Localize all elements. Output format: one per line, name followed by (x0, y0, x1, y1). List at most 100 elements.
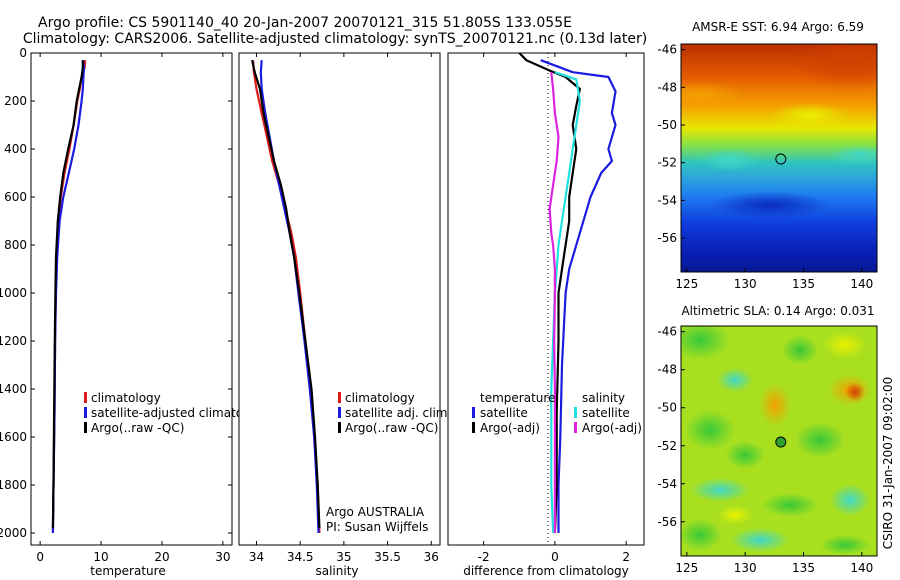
lon-tick-label: 125 (675, 561, 698, 575)
temperature-xlabel: temperature (90, 564, 165, 578)
legend-label: satellite adj. clim. (345, 406, 451, 420)
lat-tick-label: -50 (657, 401, 677, 415)
difference-xlabel: difference from climatology (463, 564, 629, 578)
legend-swatch-red (338, 392, 341, 403)
salinity-axis-ticks: 34 34.5 35 35.5 36 (249, 53, 439, 564)
y-tick-label: 1800 (0, 478, 27, 492)
sla-map-title: Altimetric SLA: 0.14 Argo: 0.031 (681, 304, 874, 318)
lon-tick-label: 140 (850, 277, 873, 291)
y-tick-label: 200 (4, 94, 27, 108)
series-line-temperature-satellite (540, 59, 617, 533)
argo-annotation-line2: PI: Susan Wijffels (326, 520, 428, 534)
sla-map-frame (680, 325, 878, 557)
legend-swatch-blue (472, 407, 475, 418)
series-line-salinity-satellite (550, 71, 582, 534)
legend-group-title-temperature: temperature (480, 391, 555, 405)
lat-tick-label: -56 (657, 231, 677, 245)
y-tick-label: 400 (4, 142, 27, 156)
y-tick-label: 1000 (0, 286, 27, 300)
series-line-salinity-argo-adj- (548, 72, 560, 533)
legend-label: Argo(..raw -QC) (91, 421, 184, 435)
legend-label: satellite-adjusted climatology (91, 406, 269, 420)
salinity-xlabel: salinity (315, 564, 358, 578)
csiro-timestamp: CSIRO 31-Jan-2007 09:02:00 (881, 377, 895, 549)
lon-tick-label: 135 (792, 561, 815, 575)
x-tick-label: 36 (424, 550, 439, 564)
lat-tick-label: -50 (657, 118, 677, 132)
difference-axes-frame (447, 52, 645, 546)
lat-tick-label: -46 (657, 43, 677, 57)
salinity-legend: climatology satellite adj. clim. Argo(..… (338, 391, 451, 435)
legend-swatch-magenta (574, 422, 577, 433)
y-tick-label: 1400 (0, 382, 27, 396)
lat-tick-label: -46 (657, 325, 677, 339)
x-tick-label: 35 (336, 550, 351, 564)
salinity-panel: 34 34.5 35 35.5 36 salinity climatology sate… (238, 52, 451, 578)
x-tick-label: 10 (93, 550, 108, 564)
x-tick-label: 0 (36, 550, 44, 564)
difference-series (518, 52, 617, 534)
legend-label: Argo(-adj) (480, 421, 540, 435)
x-tick-label: 20 (154, 550, 169, 564)
sst-map-panel: AMSR-E SST: 6.94 Argo: 6.59 125 130 135 140… (657, 20, 878, 291)
y-tick-label: 0 (19, 46, 27, 60)
salinity-series (251, 59, 321, 534)
difference-legend: temperature satellite Argo(-adj) salinit… (472, 391, 642, 435)
x-tick-label: -2 (478, 550, 490, 564)
lat-tick-label: -54 (657, 193, 677, 207)
temperature-series (51, 60, 87, 534)
sst-map-title: AMSR-E SST: 6.94 Argo: 6.59 (692, 20, 864, 34)
x-tick-label: 0 (551, 550, 559, 564)
sla-heatmap-field (681, 326, 877, 556)
y-tick-label: 1600 (0, 430, 27, 444)
legend-swatch-black (84, 422, 87, 433)
legend-label: climatology (91, 391, 161, 405)
difference-axis-ticks: -2 0 2 (478, 53, 630, 564)
legend-label: satellite (582, 406, 630, 420)
x-tick-label: 34.5 (287, 550, 314, 564)
temperature-axes-frame (30, 52, 233, 546)
legend-label: satellite (480, 406, 528, 420)
series-line-argo-raw-qc- (251, 59, 321, 529)
sla-map-axis-ticks: 125 130 135 140 -46 -48 -50 -52 -54 -56 (657, 325, 873, 575)
argo-annotation-line1: Argo AUSTRALIA (326, 505, 425, 519)
y-tick-label: 800 (4, 238, 27, 252)
lat-tick-label: -52 (657, 439, 677, 453)
x-tick-label: 2 (622, 550, 630, 564)
legend-swatch-black (338, 422, 341, 433)
lon-tick-label: 130 (734, 561, 757, 575)
series-line-argo-raw-qc- (51, 60, 84, 529)
legend-swatch-cyan (574, 407, 577, 418)
temperature-legend: climatology satellite-adjusted climatolo… (84, 391, 269, 435)
lon-tick-label: 135 (792, 277, 815, 291)
x-tick-label: 30 (215, 550, 230, 564)
salinity-axes-frame (238, 52, 441, 546)
argo-position-marker (775, 153, 787, 165)
legend-group-title-salinity: salinity (582, 391, 625, 405)
lon-tick-label: 130 (734, 277, 757, 291)
sst-map-frame (680, 43, 878, 273)
y-tick-label: 600 (4, 190, 27, 204)
sla-map-panel: Altimetric SLA: 0.14 Argo: 0.031 125 130 1… (657, 304, 878, 575)
lat-tick-label: -48 (657, 80, 677, 94)
lat-tick-label: -54 (657, 477, 677, 491)
argo-position-marker (775, 436, 787, 448)
x-tick-label: 34 (249, 550, 264, 564)
legend-swatch-blue (338, 407, 341, 418)
legend-swatch-black (472, 422, 475, 433)
figure-title-line2: Climatology: CARS2006. Satellite-adjuste… (23, 31, 647, 47)
lat-tick-label: -56 (657, 515, 677, 529)
figure-title-line1: Argo profile: CS 5901140_40 20-Jan-2007 … (38, 15, 572, 31)
sst-heatmap-field (681, 44, 877, 272)
y-tick-label: 1200 (0, 334, 27, 348)
difference-panel: -2 0 2 difference from climatology tempera… (447, 52, 645, 578)
x-tick-label: 35.5 (374, 550, 401, 564)
legend-label: Argo(-adj) (582, 421, 642, 435)
legend-swatch-red (84, 392, 87, 403)
sst-map-axis-ticks: 125 130 135 140 -46 -48 -50 -52 -54 -56 (657, 43, 873, 291)
legend-swatch-blue (84, 407, 87, 418)
lon-tick-label: 125 (675, 277, 698, 291)
legend-label: Argo(..raw -QC) (345, 421, 438, 435)
